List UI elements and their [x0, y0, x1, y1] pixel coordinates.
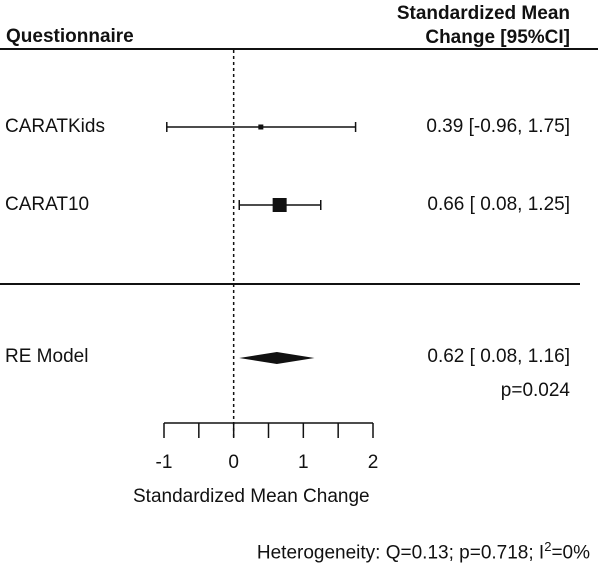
column-header-questionnaire: Questionnaire — [6, 26, 134, 47]
column-header-smc: Standardized Mean Change [95%CI] — [397, 2, 570, 50]
x-tick-label-neg1: -1 — [156, 452, 173, 473]
x-tick-label-2: 2 — [368, 452, 379, 473]
study-estimate-carat10: 0.66 [ 0.08, 1.25] — [427, 194, 570, 215]
study-label-caratkids: CARATKids — [5, 116, 105, 137]
summary-estimate: 0.62 [ 0.08, 1.16] — [427, 346, 570, 367]
study-label-carat10: CARAT10 — [5, 194, 90, 215]
study-estimate-caratkids: 0.39 [-0.96, 1.75] — [426, 116, 570, 137]
point-estimate-carat10 — [272, 198, 287, 212]
heterogeneity-text: Heterogeneity: Q=0.13; p=0.718; I — [256, 542, 545, 564]
x-tick-label-1: 1 — [298, 452, 309, 473]
heterogeneity-suffix: =0% — [551, 542, 590, 564]
heterogeneity-note: Heterogeneity: Q=0.13; p=0.718; I2=0% — [257, 539, 590, 564]
summary-diamond — [239, 352, 315, 364]
x-axis-label: Standardized Mean Change — [133, 486, 370, 507]
x-tick-label-0: 0 — [228, 452, 239, 473]
summary-label: RE Model — [5, 346, 89, 367]
column-header-smc-line1: Standardized Mean — [396, 3, 570, 24]
heterogeneity-sup: 2 — [544, 539, 552, 554]
summary-p-value: p=0.024 — [500, 380, 570, 401]
point-estimate-caratkids — [258, 124, 264, 130]
column-header-smc-line2: Change [95%CI] — [425, 27, 570, 48]
